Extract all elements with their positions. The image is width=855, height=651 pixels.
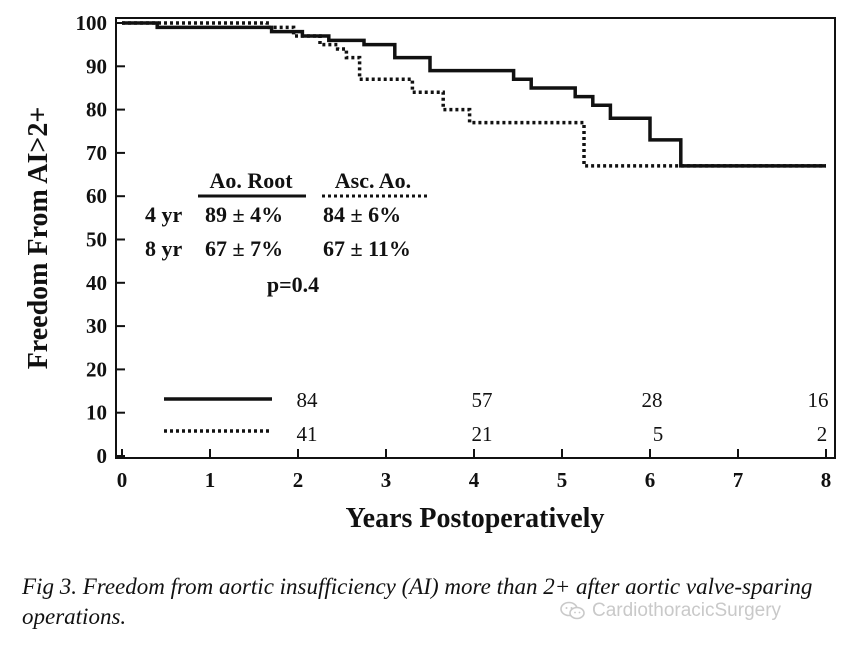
plot-frame xyxy=(115,17,836,459)
y-tick-label: 10 xyxy=(86,401,107,425)
at-risk-root-value: 57 xyxy=(472,388,493,412)
stats-row-asc-value: 67 ± 11% xyxy=(323,236,411,261)
stats-row-label: 8 yr xyxy=(145,236,183,261)
x-tick-label: 6 xyxy=(645,468,656,492)
x-axis: 0 1 2 3 4 5 6 7 8 xyxy=(117,449,832,492)
x-tick-label: 1 xyxy=(205,468,216,492)
x-tick-label: 8 xyxy=(821,468,832,492)
stats-row-label: 4 yr xyxy=(145,202,183,227)
y-tick-label: 30 xyxy=(86,314,107,338)
y-tick-label: 0 xyxy=(97,444,108,468)
at-risk-asc-value: 21 xyxy=(472,422,493,446)
y-tick-label: 70 xyxy=(86,141,107,165)
y-axis-title: Freedom From AI>2+ xyxy=(23,107,54,370)
y-tick-label: 90 xyxy=(86,54,107,78)
series-line-ao-root xyxy=(122,21,826,168)
at-risk-root-value: 84 xyxy=(297,388,319,412)
x-tick-label: 7 xyxy=(733,468,744,492)
y-tick-label: 50 xyxy=(86,228,107,252)
y-tick-label: 80 xyxy=(86,98,107,122)
at-risk-asc-value: 41 xyxy=(297,422,318,446)
x-tick-label: 0 xyxy=(117,468,128,492)
watermark-text: CardiothoracicSurgery xyxy=(592,600,782,621)
stats-row-root-value: 67 ± 7% xyxy=(205,236,283,261)
y-tick-label: 20 xyxy=(86,357,107,381)
at-risk-asc-value: 5 xyxy=(653,422,664,446)
x-tick-label: 4 xyxy=(469,468,480,492)
y-tick-label: 40 xyxy=(86,271,107,295)
at-risk-asc-value: 2 xyxy=(817,422,828,446)
y-tick-label: 100 xyxy=(76,11,108,35)
watermark: CardiothoracicSurgery xyxy=(560,600,781,622)
at-risk-root-value: 28 xyxy=(642,388,663,412)
stats-header-asc: Asc. Ao. xyxy=(335,168,411,193)
x-tick-label: 5 xyxy=(557,468,568,492)
y-axis: 0 10 20 30 40 50 60 70 80 90 100 xyxy=(76,11,125,468)
x-axis-title: Years Postoperatively xyxy=(346,503,605,534)
stats-row-root-value: 89 ± 4% xyxy=(205,202,283,227)
wechat-icon xyxy=(560,601,586,621)
survival-chart: 0 1 2 3 4 5 6 7 8 0 10 20 30 40 50 60 70 80 90 100 Freedom… xyxy=(23,11,836,534)
stats-row-asc-value: 84 ± 6% xyxy=(323,202,401,227)
at-risk-table: 84 57 28 16 41 21 5 2 xyxy=(164,388,829,446)
at-risk-root-value: 16 xyxy=(808,388,829,412)
series-layer xyxy=(122,21,826,168)
p-value: p=0.4 xyxy=(267,272,319,297)
series-line-asc-ao xyxy=(122,21,826,168)
figure-caption: Fig 3. Freedom from aortic insufficiency… xyxy=(22,574,813,629)
x-tick-label: 2 xyxy=(293,468,304,492)
stats-table: Ao. Root Asc. Ao. 4 yr 89 ± 4% 84 ± 6% 8… xyxy=(145,168,430,297)
stats-header-root: Ao. Root xyxy=(209,168,293,193)
y-tick-label: 60 xyxy=(86,184,107,208)
x-tick-label: 3 xyxy=(381,468,392,492)
